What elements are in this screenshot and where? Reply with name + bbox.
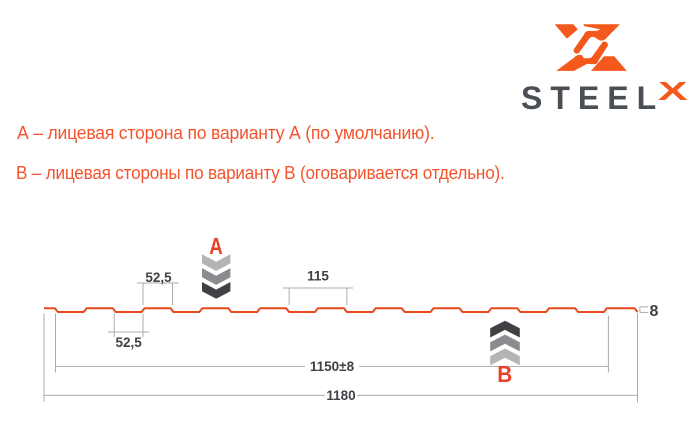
svg-text:B: B xyxy=(497,361,512,387)
svg-text:8: 8 xyxy=(650,303,659,320)
svg-text:1180: 1180 xyxy=(326,388,355,403)
svg-text:115: 115 xyxy=(307,269,329,284)
svg-text:52,5: 52,5 xyxy=(145,270,172,285)
svg-text:A: A xyxy=(209,233,223,259)
svg-text:1150±8: 1150±8 xyxy=(310,359,355,374)
svg-text:52,5: 52,5 xyxy=(115,335,142,350)
